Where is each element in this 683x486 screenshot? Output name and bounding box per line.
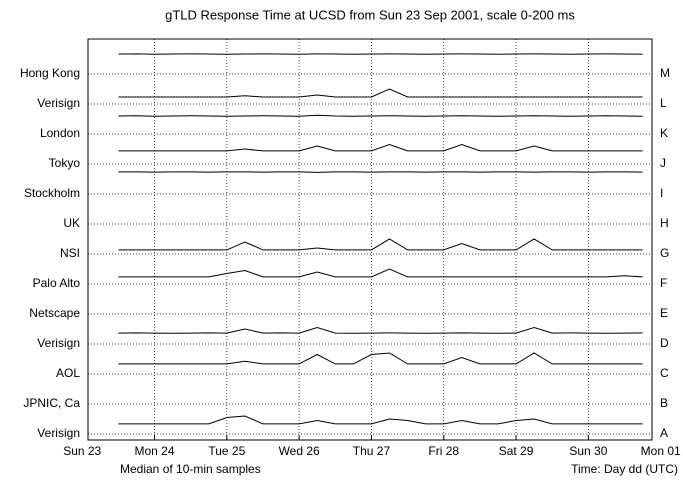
row-label: NSI bbox=[60, 246, 80, 260]
x-tick-label: Wed 26 bbox=[279, 444, 320, 458]
plot-frame bbox=[88, 39, 652, 440]
row-code: A bbox=[660, 426, 668, 440]
x-tick-label: Fri 28 bbox=[428, 444, 459, 458]
row-label: AOL bbox=[56, 366, 80, 380]
row-code: D bbox=[660, 336, 669, 350]
series-line bbox=[118, 115, 642, 116]
x-tick-label: Tue 25 bbox=[208, 444, 245, 458]
row-label: Tokyo bbox=[49, 156, 81, 170]
series-line bbox=[118, 145, 642, 151]
x-tick-label: Sat 29 bbox=[499, 444, 534, 458]
x-tick-label: Sun 30 bbox=[569, 444, 607, 458]
series-line bbox=[118, 239, 642, 250]
row-code: I bbox=[660, 186, 663, 200]
row-code: E bbox=[660, 306, 668, 320]
row-code: H bbox=[660, 216, 669, 230]
x-tick-label: Sun 23 bbox=[63, 444, 101, 458]
row-label: London bbox=[40, 126, 80, 140]
x-label: Time: Day dd (UTC) bbox=[571, 462, 678, 476]
row-label: UK bbox=[63, 216, 80, 230]
series-line bbox=[118, 89, 642, 97]
row-label: Verisign bbox=[37, 336, 80, 350]
series-line bbox=[118, 416, 642, 424]
x-note: Median of 10-min samples bbox=[120, 462, 261, 476]
row-label: JPNIC, Ca bbox=[23, 396, 80, 410]
row-code: J bbox=[660, 156, 666, 170]
row-label: Netscape bbox=[29, 306, 80, 320]
series-line bbox=[118, 328, 642, 334]
row-code: G bbox=[660, 246, 669, 260]
row-code: K bbox=[660, 126, 668, 140]
chart-title: gTLD Response Time at UCSD from Sun 23 S… bbox=[165, 7, 575, 22]
row-label: Verisign bbox=[37, 426, 80, 440]
x-tick-label: Mon 24 bbox=[135, 444, 175, 458]
x-tick-label: Mon 01 bbox=[641, 444, 681, 458]
row-code: C bbox=[660, 366, 669, 380]
row-code: L bbox=[660, 96, 667, 110]
row-label: Hong Kong bbox=[20, 66, 80, 80]
row-code: B bbox=[660, 396, 668, 410]
x-tick-label: Thu 27 bbox=[353, 444, 391, 458]
row-label: Palo Alto bbox=[33, 276, 81, 290]
row-code: F bbox=[660, 276, 667, 290]
series-line bbox=[118, 269, 642, 277]
series-line bbox=[118, 353, 642, 364]
row-code: M bbox=[660, 66, 670, 80]
row-label: Verisign bbox=[37, 96, 80, 110]
row-label: Stockholm bbox=[24, 186, 80, 200]
series-line bbox=[118, 172, 642, 173]
